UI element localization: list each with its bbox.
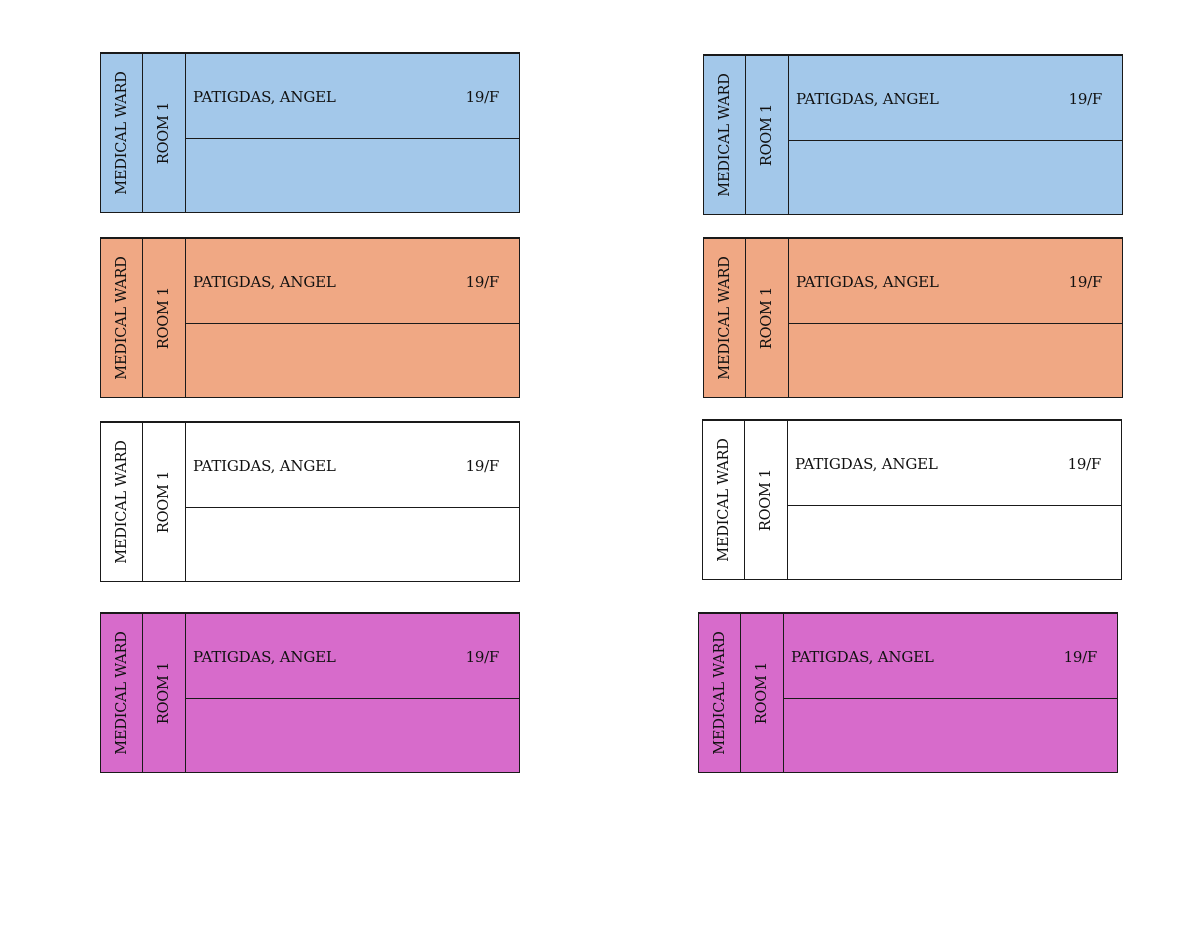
- ward-label: MEDICAL WARD: [715, 438, 732, 562]
- patient-name: PATIGDAS, ANGEL: [796, 273, 939, 291]
- patient-name: PATIGDAS, ANGEL: [193, 648, 336, 666]
- patient-info-area: PATIGDAS, ANGEL 19/F: [789, 239, 1122, 397]
- patient-name-row: PATIGDAS, ANGEL 19/F: [186, 614, 519, 699]
- patient-age-sex: 19/F: [465, 648, 500, 666]
- ward-column: MEDICAL WARD: [101, 54, 143, 212]
- patient-info-area: PATIGDAS, ANGEL 19/F: [186, 239, 519, 397]
- bed-tag-card: MEDICAL WARD ROOM 1 PATIGDAS, ANGEL 19/F: [100, 52, 520, 213]
- patient-info-area: PATIGDAS, ANGEL 19/F: [789, 56, 1122, 214]
- room-column: ROOM 1: [143, 239, 186, 397]
- ward-column: MEDICAL WARD: [703, 421, 745, 579]
- patient-name: PATIGDAS, ANGEL: [796, 90, 939, 108]
- room-column: ROOM 1: [745, 421, 788, 579]
- patient-age-sex: 19/F: [1068, 273, 1103, 291]
- patient-name: PATIGDAS, ANGEL: [193, 88, 336, 106]
- ward-column: MEDICAL WARD: [704, 56, 746, 214]
- patient-name-row: PATIGDAS, ANGEL 19/F: [186, 423, 519, 508]
- ward-label: MEDICAL WARD: [113, 71, 130, 195]
- room-column: ROOM 1: [143, 54, 186, 212]
- bed-tag-card: MEDICAL WARD ROOM 1 PATIGDAS, ANGEL 19/F: [703, 54, 1123, 215]
- ward-label: MEDICAL WARD: [113, 631, 130, 755]
- patient-info-area: PATIGDAS, ANGEL 19/F: [186, 614, 519, 772]
- room-label: ROOM 1: [156, 470, 172, 534]
- room-label: ROOM 1: [759, 103, 775, 167]
- patient-info-area: PATIGDAS, ANGEL 19/F: [186, 54, 519, 212]
- patient-name-row: PATIGDAS, ANGEL 19/F: [186, 54, 519, 139]
- notes-area: [789, 141, 1122, 214]
- ward-label: MEDICAL WARD: [716, 73, 733, 197]
- bed-tag-card: MEDICAL WARD ROOM 1 PATIGDAS, ANGEL 19/F: [100, 612, 520, 773]
- room-label: ROOM 1: [156, 286, 172, 350]
- room-label: ROOM 1: [759, 286, 775, 350]
- room-column: ROOM 1: [143, 614, 186, 772]
- bed-tag-card: MEDICAL WARD ROOM 1 PATIGDAS, ANGEL 19/F: [698, 612, 1118, 773]
- notes-area: [186, 324, 519, 397]
- notes-area: [186, 139, 519, 212]
- patient-name: PATIGDAS, ANGEL: [791, 648, 934, 666]
- ward-column: MEDICAL WARD: [699, 614, 741, 772]
- patient-age-sex: 19/F: [465, 457, 500, 475]
- room-label: ROOM 1: [156, 101, 172, 165]
- room-column: ROOM 1: [741, 614, 784, 772]
- bed-tag-card: MEDICAL WARD ROOM 1 PATIGDAS, ANGEL 19/F: [100, 421, 520, 582]
- notes-area: [788, 506, 1121, 579]
- patient-name-row: PATIGDAS, ANGEL 19/F: [186, 239, 519, 324]
- ward-column: MEDICAL WARD: [101, 239, 143, 397]
- patient-age-sex: 19/F: [1063, 648, 1098, 666]
- bed-tag-card: MEDICAL WARD ROOM 1 PATIGDAS, ANGEL 19/F: [702, 419, 1122, 580]
- patient-name: PATIGDAS, ANGEL: [795, 455, 938, 473]
- notes-area: [186, 508, 519, 581]
- room-label: ROOM 1: [754, 661, 770, 725]
- patient-name: PATIGDAS, ANGEL: [193, 273, 336, 291]
- ward-column: MEDICAL WARD: [101, 614, 143, 772]
- patient-info-area: PATIGDAS, ANGEL 19/F: [788, 421, 1121, 579]
- patient-name-row: PATIGDAS, ANGEL 19/F: [789, 239, 1122, 324]
- bed-tag-card: MEDICAL WARD ROOM 1 PATIGDAS, ANGEL 19/F: [703, 237, 1123, 398]
- patient-info-area: PATIGDAS, ANGEL 19/F: [784, 614, 1117, 772]
- patient-age-sex: 19/F: [1067, 455, 1102, 473]
- ward-label: MEDICAL WARD: [711, 631, 728, 755]
- ward-label: MEDICAL WARD: [113, 256, 130, 380]
- notes-area: [186, 699, 519, 772]
- bed-tag-card: MEDICAL WARD ROOM 1 PATIGDAS, ANGEL 19/F: [100, 237, 520, 398]
- ward-label: MEDICAL WARD: [113, 440, 130, 564]
- ward-column: MEDICAL WARD: [101, 423, 143, 581]
- room-label: ROOM 1: [156, 661, 172, 725]
- ward-column: MEDICAL WARD: [704, 239, 746, 397]
- notes-area: [784, 699, 1117, 772]
- room-label: ROOM 1: [758, 468, 774, 532]
- patient-name-row: PATIGDAS, ANGEL 19/F: [789, 56, 1122, 141]
- patient-age-sex: 19/F: [1068, 90, 1103, 108]
- patient-age-sex: 19/F: [465, 88, 500, 106]
- notes-area: [789, 324, 1122, 397]
- patient-name: PATIGDAS, ANGEL: [193, 457, 336, 475]
- patient-name-row: PATIGDAS, ANGEL 19/F: [784, 614, 1117, 699]
- room-column: ROOM 1: [746, 239, 789, 397]
- room-column: ROOM 1: [746, 56, 789, 214]
- patient-info-area: PATIGDAS, ANGEL 19/F: [186, 423, 519, 581]
- room-column: ROOM 1: [143, 423, 186, 581]
- ward-label: MEDICAL WARD: [716, 256, 733, 380]
- patient-age-sex: 19/F: [465, 273, 500, 291]
- patient-name-row: PATIGDAS, ANGEL 19/F: [788, 421, 1121, 506]
